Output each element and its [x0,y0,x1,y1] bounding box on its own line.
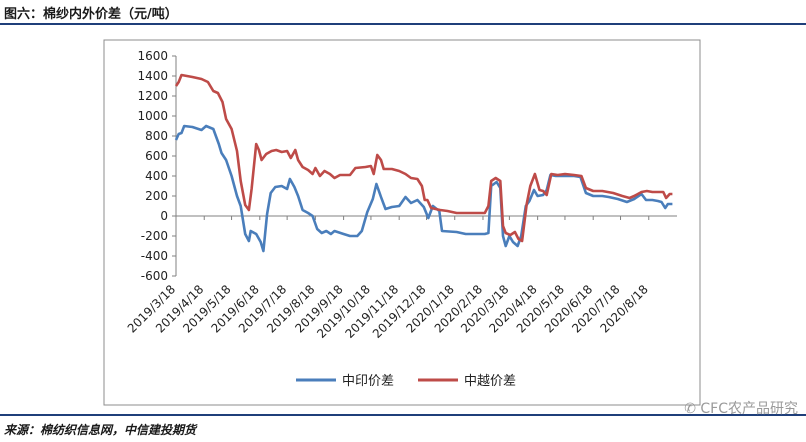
y-tick-label: -200 [141,229,168,243]
chart-frame [103,39,701,406]
y-tick-label: 800 [145,129,168,143]
y-tick-label: 200 [145,189,168,203]
y-tick-label: 1600 [137,49,168,63]
watermark-label: CFC农产品研究 [700,401,798,417]
wechat-watermark: ✆ CFC农产品研究 [684,398,798,418]
y-tick-label: 600 [145,149,168,163]
bottom-rule [0,414,806,416]
legend-label: 中印价差 [342,374,394,389]
line-chart: -600 -400 -200 0 200 400 600 800 1000 1200 1400 160… [103,39,701,406]
y-tick-label: 400 [145,169,168,183]
chart-series [174,73,673,253]
series-line [174,73,673,243]
top-rule [0,23,806,25]
source-note: 来源：棉纺织信息网，中信建投期货 [4,423,197,437]
chart-legend: 中印价差 中越价差 [296,374,516,389]
y-tick-label: 1400 [137,69,168,83]
y-tick-label: 1200 [137,89,168,103]
figure-title: 图六：棉纱内外价差（元/吨） [4,7,178,22]
y-tick-label: -600 [141,269,168,283]
legend-label: 中越价差 [464,374,516,389]
y-tick-label: 1000 [137,109,168,123]
y-tick-label: 0 [160,209,168,223]
y-tick-label: -400 [141,249,168,263]
wechat-icon: ✆ [684,401,696,417]
